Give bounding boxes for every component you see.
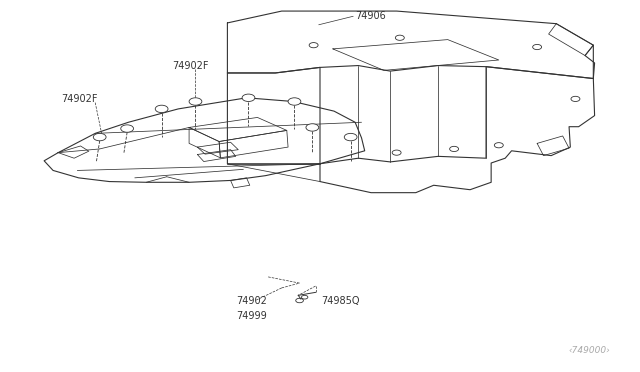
Circle shape	[156, 105, 168, 113]
Circle shape	[306, 124, 319, 131]
Circle shape	[121, 125, 134, 132]
Text: 74902F: 74902F	[61, 94, 98, 104]
Text: 74906: 74906	[355, 10, 386, 20]
Circle shape	[93, 134, 106, 141]
Text: 74902: 74902	[236, 296, 267, 306]
Text: ‹749000›: ‹749000›	[569, 346, 611, 355]
Circle shape	[344, 134, 357, 141]
Circle shape	[288, 98, 301, 105]
Text: 74902F: 74902F	[172, 61, 209, 71]
Text: 74985Q: 74985Q	[321, 296, 360, 306]
Circle shape	[242, 94, 255, 102]
Text: 74999: 74999	[236, 311, 266, 321]
Circle shape	[189, 98, 202, 105]
